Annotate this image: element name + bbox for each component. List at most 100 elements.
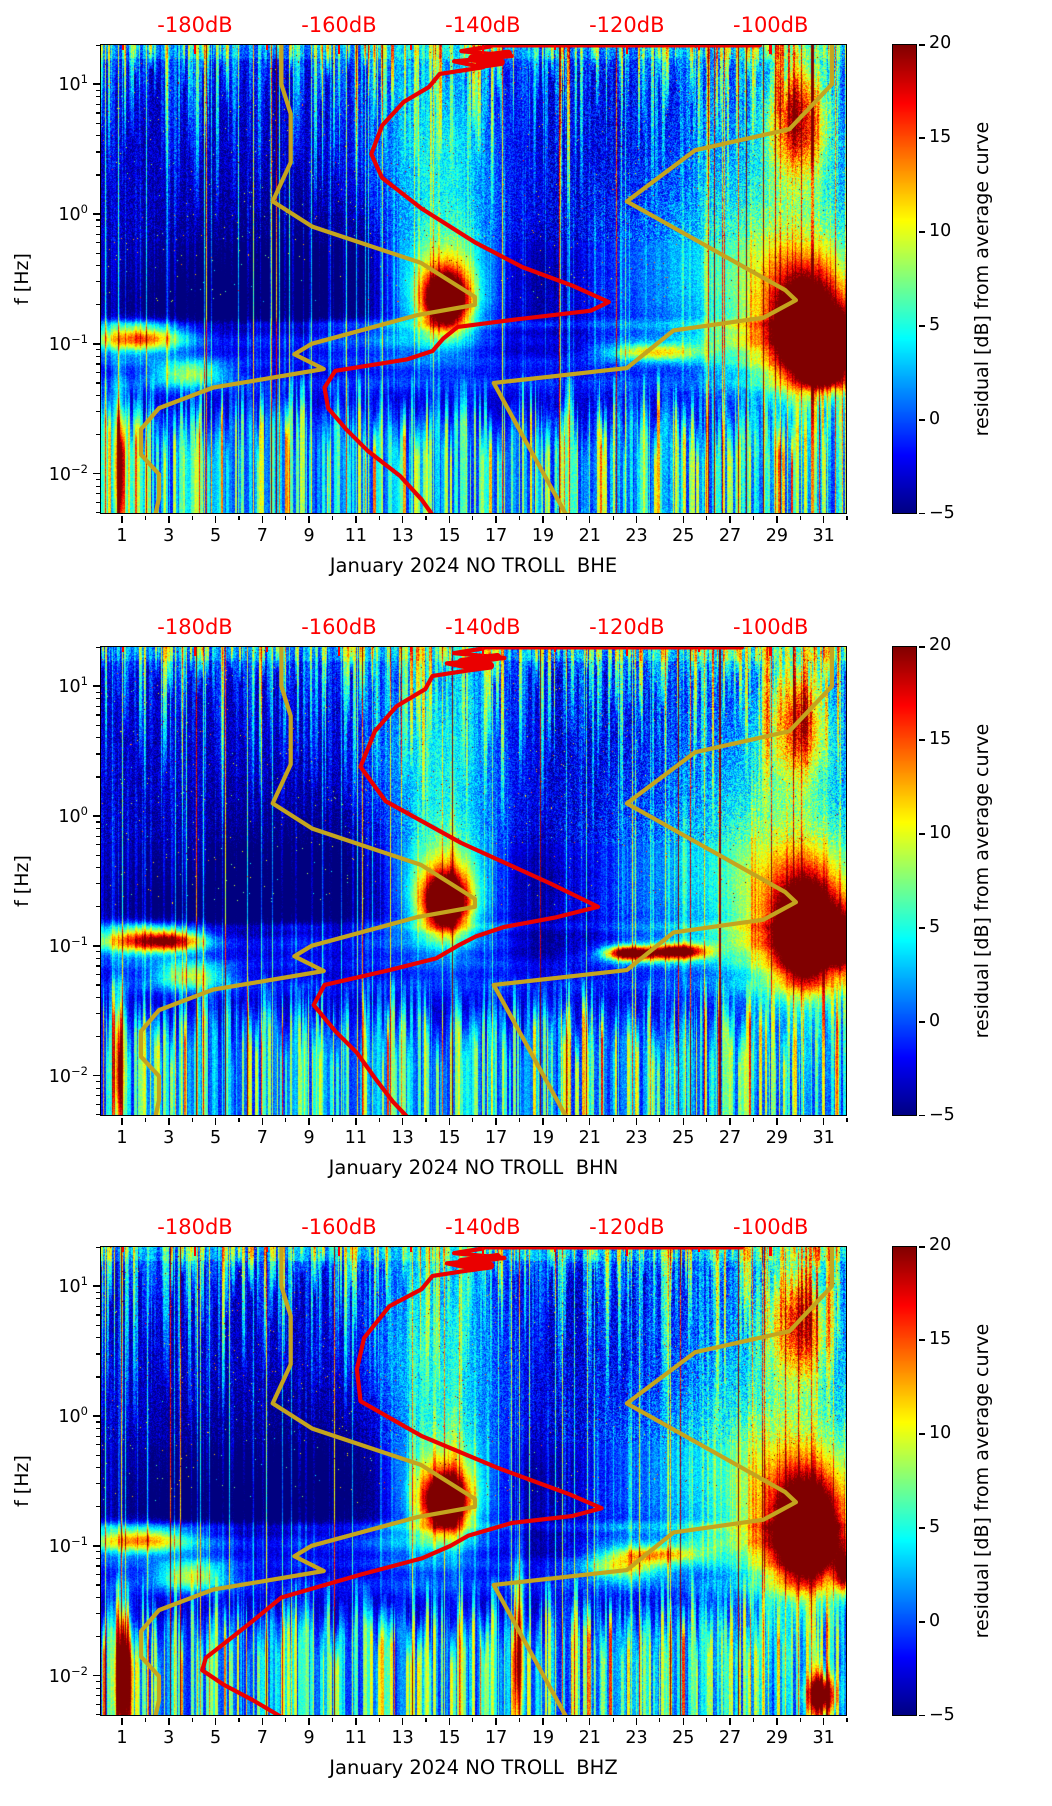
y-minor-tick [96,714,100,716]
y-minor-tick [96,1314,100,1316]
x-tick-label: 5 [209,526,222,546]
y-minor-tick [96,219,100,221]
y-minor-tick [96,411,100,413]
x-minor-tick [472,1117,474,1122]
top-db-major-tick [193,1247,197,1256]
spectrogram-canvas-BHZ [100,1246,847,1716]
colorbar-tick [918,1621,925,1623]
x-minor-tick [144,1117,146,1122]
colorbar-tick-label: 5 [929,1517,941,1537]
x-minor-tick [331,1117,334,1122]
y-tick-label: 101 [58,1274,88,1298]
y-minor-tick [96,1635,100,1638]
colorbar-tick-label: 0 [929,1611,941,1631]
y-minor-tick [96,724,100,726]
x-major-tick [729,1117,731,1125]
x-tick-label: 19 [531,1128,555,1148]
colorbar-tick-label: 5 [929,917,941,937]
x-tick-label: 15 [438,526,461,546]
y-minor-tick [96,705,100,707]
top-db-minor-tick [697,647,700,652]
x-tick-label: 25 [672,1128,695,1148]
colorbar-tick [918,44,925,46]
colorbar-tick-label: 15 [929,1329,952,1349]
y-minor-tick [96,1551,100,1553]
y-minor-tick [96,1506,100,1508]
x-minor-tick [565,1117,567,1122]
y-minor-tick [96,485,100,487]
top-db-minor-tick [409,1247,412,1252]
y-minor-tick [96,382,100,384]
colorbar-tick-label: 15 [929,127,952,147]
x-tick-label: 1 [116,526,128,546]
x-minor-tick [612,515,614,520]
y-minor-tick [96,1103,100,1106]
x-tick-label: 5 [209,1728,222,1748]
y-minor-tick [96,951,100,953]
colorbar-axis-label: residual [dB] from average curve [971,121,993,437]
y-minor-tick [96,1428,100,1430]
y-minor-tick [96,501,100,504]
colorbar-tick [918,419,925,421]
x-major-tick [822,1717,825,1725]
x-tick-label: 31 [812,1728,835,1748]
average-curve-top-scribble [468,49,512,70]
x-minor-tick [331,515,334,520]
colorbar-tick [918,512,925,514]
y-major-tick [93,83,100,85]
x-major-tick [401,1717,404,1725]
top-db-tick-label: -160dB [301,615,377,639]
nhnm-noise-model-curve [491,44,835,514]
top-db-minor-tick [265,1247,268,1252]
x-minor-tick [799,1117,801,1122]
y-tick-label: 10−2 [48,1063,88,1087]
y-minor-tick [96,821,100,823]
colorbar-tick [918,1339,925,1341]
y-minor-tick [96,996,100,999]
y-minor-tick [96,89,100,91]
x-major-tick [121,1717,123,1725]
top-db-minor-tick [553,45,556,50]
top-db-minor-tick [122,647,125,652]
x-minor-tick [191,515,193,520]
x-major-tick [448,515,451,523]
y-minor-tick [96,1421,100,1423]
colorbar-tick [918,646,925,648]
x-minor-tick [472,1717,474,1722]
y-minor-tick [96,906,100,908]
y-tick-label: 10−1 [48,331,88,355]
top-db-major-tick [769,45,772,54]
y-major-tick [93,472,100,475]
x-major-tick [214,1117,217,1125]
x-minor-tick [425,1717,427,1722]
x-major-tick [682,1117,685,1125]
average-curve-top-scribble [457,652,502,673]
x-tick-label: 11 [344,1728,367,1748]
x-tick-label: 7 [256,1128,268,1148]
x-tick-label: 27 [718,526,742,546]
y-major-tick [93,1545,100,1547]
colorbar-tick-label: 5 [929,315,941,335]
y-minor-tick [96,1337,100,1339]
x-tick-label: 11 [344,526,367,546]
y-axis-label: f [Hz] [11,1455,33,1507]
y-tick-label: 100 [58,804,88,827]
y-axis-label: f [Hz] [11,253,33,305]
x-tick-label: 21 [578,526,601,546]
average-curve-top-scribble [457,1252,502,1273]
x-minor-tick [659,515,661,520]
top-db-major-tick [625,647,629,656]
x-tick-label: 25 [672,526,695,546]
colorbar-tick [918,1433,925,1435]
average-spectrum-curve [322,44,763,514]
top-db-tick-label: -100dB [733,1215,809,1239]
x-tick-label: 31 [812,1128,835,1148]
y-minor-tick [96,103,100,105]
y-tick-label: 10−2 [48,461,88,485]
x-tick-label: 3 [163,526,175,546]
top-db-major-tick [193,45,197,54]
x-major-tick [355,1117,357,1125]
y-minor-tick [96,1291,100,1293]
x-major-tick [308,515,310,523]
colorbar-tick-label: 0 [929,409,941,429]
